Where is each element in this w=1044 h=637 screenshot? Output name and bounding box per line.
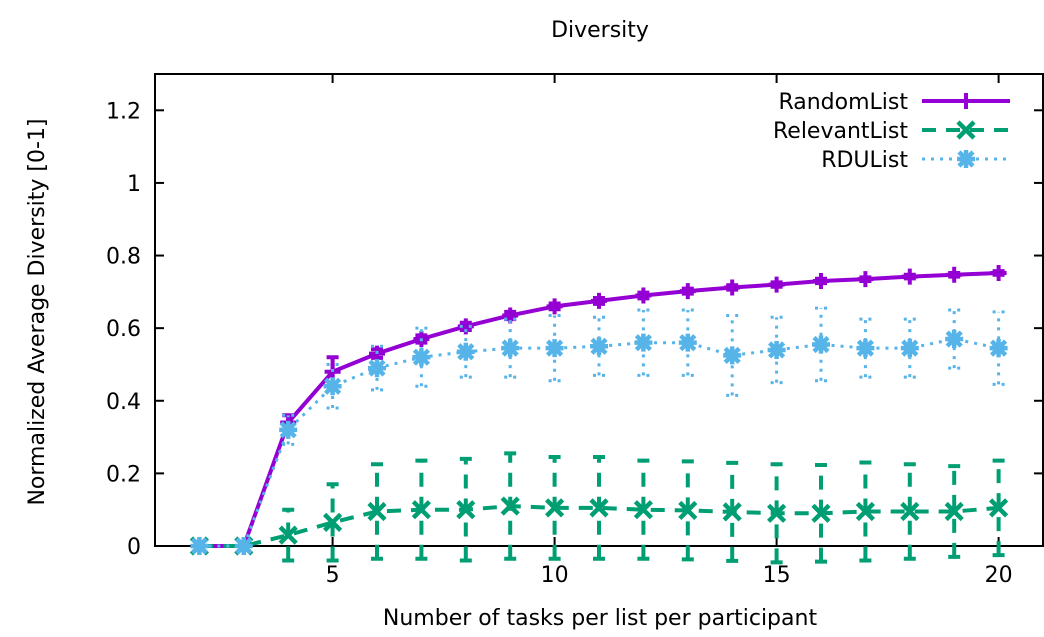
data-point-core [593, 340, 605, 353]
data-point [456, 500, 476, 520]
data-point [768, 276, 785, 293]
data-point [857, 271, 874, 288]
data-point-core [415, 351, 428, 364]
data-point-core [282, 423, 295, 436]
series-line [199, 337, 999, 548]
x-tick-label: 10 [541, 563, 569, 588]
data-point-core [903, 342, 916, 355]
y-tick-label: 0.6 [106, 317, 141, 342]
error-bar [637, 308, 650, 377]
x-tick-label: 15 [763, 563, 791, 588]
data-point [500, 496, 520, 516]
data-point [901, 268, 918, 285]
error-bar [726, 313, 739, 397]
error-bar [681, 308, 694, 377]
error-bar [371, 344, 383, 392]
data-point [545, 498, 565, 518]
data-point [946, 266, 963, 283]
x-tick-label: 20 [985, 563, 1013, 588]
y-tick-label: 0.2 [106, 462, 141, 487]
data-point-core [960, 153, 972, 165]
data-point [278, 525, 298, 545]
data-point [635, 287, 652, 304]
data-point-core [193, 540, 206, 552]
data-point [767, 503, 787, 523]
data-point [411, 500, 431, 520]
error-bar [903, 462, 916, 561]
error-bar [548, 313, 561, 383]
y-axis-title: Normalized Average Diversity [0-1] [25, 118, 50, 505]
series-RelevantList [189, 451, 1009, 565]
data-point-core [815, 338, 827, 351]
data-point [956, 120, 976, 140]
error-bar [326, 362, 339, 410]
data-point-core [371, 362, 383, 375]
x-tick-label: 5 [326, 563, 340, 588]
data-point [722, 502, 742, 522]
data-point [678, 500, 698, 521]
y-tick-label: 0.4 [106, 390, 141, 415]
data-point-core [726, 349, 739, 362]
error-bar [948, 464, 961, 559]
error-bar [371, 462, 383, 561]
legend-label: RandomList [778, 90, 908, 115]
data-point [591, 292, 607, 309]
data-point-core [548, 342, 561, 355]
data-point [811, 503, 831, 523]
data-point [724, 279, 741, 296]
data-point-core [459, 345, 472, 358]
series-RDUList [190, 306, 1008, 555]
data-point [958, 93, 974, 109]
data-point-core [681, 336, 694, 349]
data-point-core [504, 342, 517, 355]
legend-label: RDUList [821, 148, 908, 173]
legend-label: RelevantList [773, 119, 908, 144]
data-point [589, 498, 609, 518]
data-point-core [992, 342, 1005, 355]
data-point-core [948, 333, 961, 346]
legend-item: RDUList [821, 148, 1010, 173]
data-point [855, 501, 875, 522]
data-point [633, 500, 653, 520]
data-point-core [637, 336, 650, 349]
data-point-core [237, 540, 250, 552]
data-point [989, 498, 1009, 518]
data-point [323, 512, 343, 532]
data-point-core [326, 380, 339, 393]
axis-ticks: 0 0.2 0.4 0.6 0.8 1 1.2 5 10 15 20 [106, 74, 1043, 588]
data-point [367, 501, 387, 522]
data-point [546, 298, 563, 315]
chart-title: Diversity [551, 18, 649, 43]
y-tick-label: 0.8 [106, 245, 141, 270]
data-point-core [859, 342, 872, 355]
y-tick-label: 0 [127, 535, 141, 560]
x-axis-title: Number of tasks per list per participant [383, 606, 818, 631]
legend-item: RelevantList [773, 119, 1010, 144]
data-point [944, 501, 964, 522]
y-tick-label: 1.2 [106, 99, 141, 124]
error-bar [282, 413, 295, 446]
y-tick-label: 1 [127, 172, 141, 197]
error-bar [459, 324, 472, 379]
legend: RandomList RelevantList RDUList [773, 90, 1010, 173]
data-point [990, 264, 1007, 281]
error-bar [770, 315, 783, 385]
legend-item: RandomList [778, 90, 1010, 115]
data-point [813, 272, 829, 289]
data-point [679, 283, 696, 300]
error-bar [326, 482, 339, 563]
data-point [900, 501, 920, 522]
error-bar [992, 458, 1005, 558]
series-layer [189, 264, 1009, 565]
data-point-core [770, 343, 783, 356]
